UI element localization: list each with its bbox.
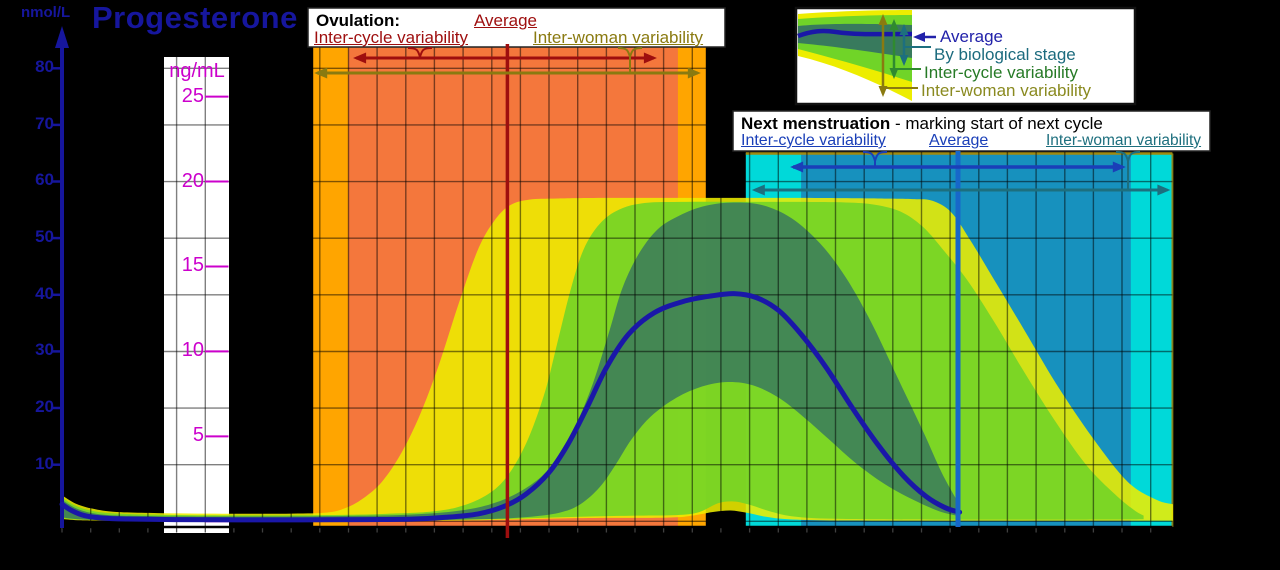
menstruation-inter-woman-arrow bbox=[751, 151, 1171, 196]
menstruation-inter-woman-label: Inter-woman variability bbox=[1046, 132, 1202, 149]
secondary-axis-tick: 25 bbox=[181, 85, 204, 107]
secondary-axis-tick: 20 bbox=[181, 170, 204, 192]
next-menstruation-heading-rest: - marking start of next cycle bbox=[890, 114, 1103, 133]
legend-biological-stage-label: By biological stage bbox=[934, 45, 1076, 64]
legend-inter-woman-arrow bbox=[878, 14, 918, 97]
menstruation-inter-cycle-label: Inter-cycle variability bbox=[741, 132, 886, 149]
ovulation-heading: Ovulation: bbox=[316, 11, 401, 30]
legend-box-border bbox=[794, 6, 1137, 106]
legend-average-label: Average bbox=[940, 27, 1004, 46]
next-menstruation-label-box bbox=[732, 110, 1211, 152]
ovulation-average-label: Average bbox=[474, 11, 538, 30]
chart-title: Progesterone bbox=[92, 0, 298, 35]
legend-inter-woman-label: Inter-woman variability bbox=[921, 81, 1092, 100]
y-axis-tick: 30 bbox=[35, 340, 54, 359]
y-axis-tick: 80 bbox=[35, 57, 54, 76]
legend-average-arrow bbox=[913, 32, 936, 42]
legend-inter-cycle-label: Inter-cycle variability bbox=[924, 63, 1078, 82]
menstruation-inter-cycle-arrow bbox=[790, 151, 1126, 173]
secondary-axis-unit: ng/mL bbox=[169, 60, 225, 82]
legend-inter-cycle-arrow bbox=[889, 19, 921, 79]
ovulation-inter-cycle-label: Inter-cycle variability bbox=[314, 28, 468, 47]
y-axis-tick: 20 bbox=[35, 397, 54, 416]
ovulation-label-box bbox=[307, 7, 726, 48]
y-axis-tick: 10 bbox=[35, 454, 54, 473]
y-axis-arrowhead bbox=[55, 26, 69, 48]
secondary-axis-tick: 10 bbox=[181, 339, 204, 361]
biological-stage-band bbox=[62, 202, 960, 521]
next-menstruation-heading: Next menstruation - marking start of nex… bbox=[741, 114, 1103, 133]
secondary-axis-tick: 5 bbox=[192, 424, 204, 446]
menstruation-average-label: Average bbox=[929, 132, 989, 149]
y-axis-unit: nmol/L bbox=[21, 4, 71, 21]
ovulation-inter-woman-arrow bbox=[314, 47, 701, 79]
ovulation-inter-woman-label: Inter-woman variability bbox=[533, 28, 704, 47]
legend-biological-stage-arrow bbox=[899, 24, 931, 66]
legend-sample-average bbox=[797, 28, 913, 39]
y-axis-tick: 40 bbox=[35, 284, 54, 303]
y-axis-tick: 60 bbox=[35, 170, 54, 189]
average-curve bbox=[59, 291, 963, 523]
next-menstruation-heading-bold: Next menstruation bbox=[741, 114, 891, 133]
y-axis-tick: 70 bbox=[35, 114, 54, 133]
ovulation-inter-cycle-arrow bbox=[353, 47, 657, 64]
secondary-axis-tick: 15 bbox=[181, 254, 204, 276]
y-axis-tick: 50 bbox=[35, 227, 54, 246]
